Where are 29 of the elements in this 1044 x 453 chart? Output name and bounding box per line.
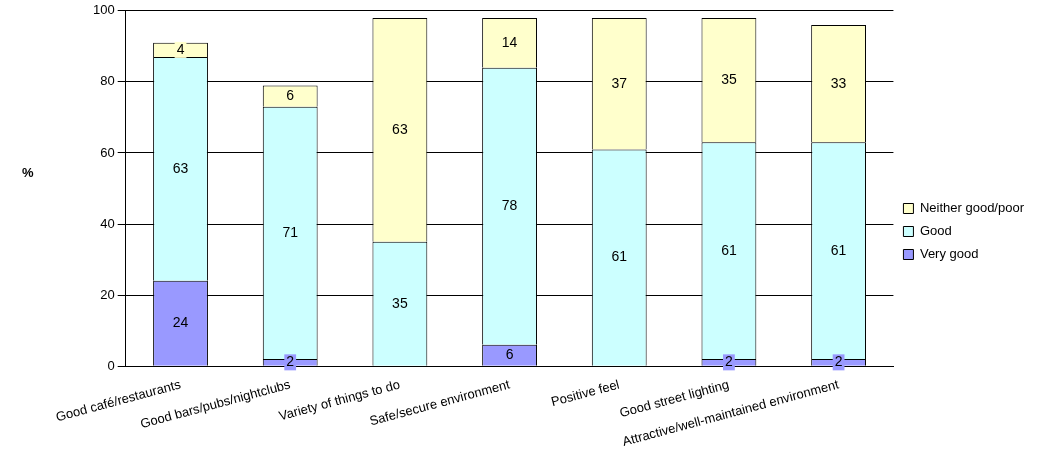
data-label: 35 <box>721 70 737 87</box>
data-label: 24 <box>172 314 189 331</box>
y-tick-label: 60 <box>100 144 115 160</box>
y-tick-label: 20 <box>100 286 115 302</box>
data-label: 61 <box>830 241 847 258</box>
data-label: 61 <box>611 248 628 265</box>
data-label: 78 <box>501 197 518 214</box>
y-tick-label: 100 <box>92 2 115 18</box>
y-tick-label: 80 <box>100 73 115 89</box>
y-axis-title: % <box>22 165 34 180</box>
data-label: 2 <box>286 353 295 370</box>
legend-label: Neither good/poor <box>919 200 1025 216</box>
legend-label: Very good <box>919 246 979 262</box>
data-label: 4 <box>176 40 185 57</box>
y-tick-label: 40 <box>100 215 115 231</box>
data-label: 33 <box>830 74 847 91</box>
data-label: 63 <box>392 120 408 137</box>
data-label: 6 <box>505 346 514 363</box>
data-label: 2 <box>725 353 734 370</box>
data-label: 61 <box>721 241 737 258</box>
data-label: 35 <box>392 294 408 311</box>
data-label: 63 <box>172 159 189 176</box>
data-label: 14 <box>501 33 518 50</box>
y-tick-label: 0 <box>107 357 115 373</box>
data-label: 37 <box>611 74 628 91</box>
legend-label: Good <box>919 223 952 239</box>
data-label: 71 <box>282 223 299 240</box>
data-label: 2 <box>834 353 843 370</box>
data-label: 6 <box>286 86 295 103</box>
